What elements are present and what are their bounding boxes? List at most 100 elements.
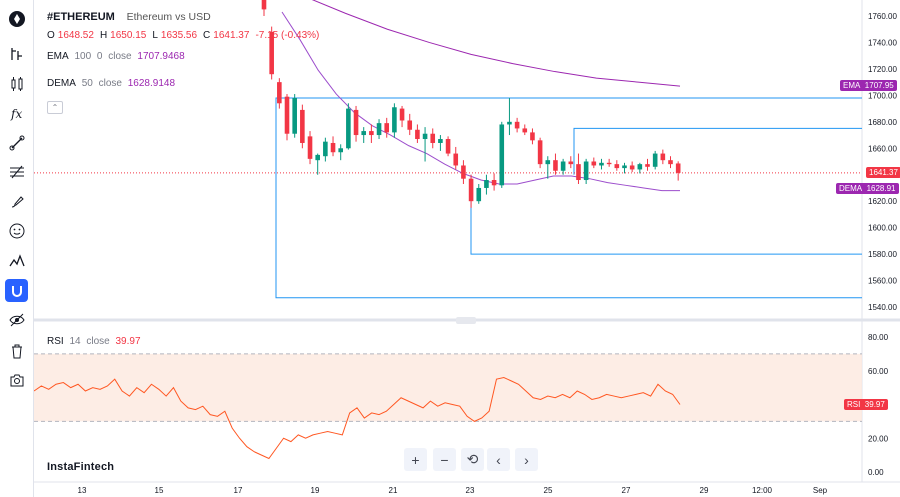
ema-source: 0 bbox=[96, 51, 103, 62]
rsi-axis-tag: RSI 39.97 bbox=[844, 399, 888, 410]
candle-body bbox=[576, 164, 581, 181]
measure-tool-button[interactable] bbox=[5, 249, 28, 272]
emoji-tool-button[interactable] bbox=[5, 219, 28, 242]
symbol-name[interactable]: #ETHEREUM bbox=[47, 11, 115, 23]
candle-body bbox=[522, 128, 528, 133]
candle-body bbox=[315, 154, 320, 161]
candle-body bbox=[269, 31, 274, 75]
dema-legend[interactable]: DEMA 50 close 1628.9148 bbox=[47, 78, 178, 89]
ema-value: 1707.9468 bbox=[137, 51, 185, 62]
eye-icon bbox=[8, 313, 25, 326]
candle-body bbox=[668, 160, 673, 165]
candle-body bbox=[537, 140, 543, 165]
candle-body bbox=[300, 109, 305, 143]
candle-body bbox=[591, 161, 597, 166]
chart-type-tool-button[interactable] bbox=[5, 42, 28, 65]
candle-body bbox=[453, 153, 459, 166]
candle-body bbox=[399, 108, 405, 121]
tradingview-logo-icon bbox=[8, 10, 25, 27]
rsi-legend[interactable]: RSI 14 close 39.97 bbox=[47, 336, 144, 347]
rsi-tick-label: 80.00 bbox=[868, 333, 889, 342]
candle-body bbox=[261, 0, 267, 10]
candle-body bbox=[629, 165, 635, 170]
dema-field: close bbox=[98, 78, 122, 89]
ema-legend[interactable]: EMA 100 0 close 1707.9468 bbox=[47, 51, 188, 62]
trend-line-tool-button[interactable] bbox=[5, 131, 28, 154]
rsi-length: 14 bbox=[69, 336, 81, 347]
trash-tool-button[interactable] bbox=[5, 339, 28, 362]
price-axis-tag: 1641.37 bbox=[866, 167, 900, 178]
zoom-out-button[interactable]: − bbox=[433, 448, 456, 471]
time-tick-label: 23 bbox=[466, 486, 475, 495]
ohlc-label-h: H bbox=[99, 30, 108, 41]
trend-line-icon bbox=[9, 135, 24, 150]
measure-icon bbox=[8, 253, 25, 266]
candle-body bbox=[323, 141, 328, 157]
rsi-tick-label: 20.00 bbox=[868, 434, 889, 443]
magnet-tool-button[interactable] bbox=[5, 279, 28, 302]
trash-icon bbox=[11, 344, 22, 358]
candle-body bbox=[422, 133, 428, 140]
fx-tool-button[interactable]: fx bbox=[5, 101, 28, 124]
candle-body bbox=[491, 180, 497, 186]
ema-tag-label: EMA bbox=[843, 81, 861, 90]
time-tick-label: 19 bbox=[311, 486, 320, 495]
camera-tool-button[interactable] bbox=[5, 368, 28, 391]
candle-body bbox=[376, 123, 382, 136]
scroll-right-button[interactable]: › bbox=[515, 448, 538, 471]
chart-type-icon bbox=[10, 47, 22, 60]
candle-body bbox=[346, 108, 351, 149]
ohlc-legend: O 1648.52 H 1650.15 L 1635.56 C 1641.37 -7.15 (-… bbox=[47, 30, 322, 41]
range-box-outer bbox=[275, 97, 862, 299]
candle-body bbox=[484, 180, 489, 188]
rsi-value: 39.97 bbox=[115, 336, 141, 347]
candle-body bbox=[514, 121, 520, 129]
candle-body bbox=[330, 142, 336, 153]
rsi-line bbox=[33, 376, 681, 460]
symbol-legend: #ETHEREUM Ethereum vs USD bbox=[47, 11, 214, 23]
brand-watermark: InstaFintech bbox=[47, 461, 115, 473]
candles-icon bbox=[11, 76, 22, 91]
dema-value: 1628.9148 bbox=[127, 78, 176, 89]
tradingview-logo-tool-button[interactable] bbox=[5, 7, 28, 30]
candle-body bbox=[468, 178, 474, 202]
eye-tool-button[interactable] bbox=[5, 308, 28, 331]
collapse-legend-button[interactable]: ⌃ bbox=[47, 101, 63, 114]
fib-tool-button[interactable] bbox=[5, 160, 28, 183]
candle-body bbox=[369, 131, 374, 136]
dema-line bbox=[281, 11, 680, 192]
candle-body bbox=[407, 120, 413, 130]
price-tick-label: 1580.00 bbox=[868, 250, 897, 259]
ohlc-label-l: L bbox=[152, 30, 158, 41]
zoom-in-button[interactable]: + bbox=[404, 448, 427, 471]
candle-body bbox=[445, 139, 451, 154]
price-tick-label: 1560.00 bbox=[868, 277, 897, 286]
ohlc-value-o: 1648.52 bbox=[57, 30, 94, 41]
price-tick-label: 1540.00 bbox=[868, 303, 897, 312]
camera-icon bbox=[10, 374, 23, 386]
price-tick-label: 1620.00 bbox=[868, 197, 897, 206]
ohlc-value-c: 1641.37 bbox=[213, 30, 250, 41]
time-tick-label: Sep bbox=[813, 486, 828, 495]
ema-field: close bbox=[108, 51, 132, 62]
reset-button[interactable]: ⟲ bbox=[461, 448, 484, 471]
time-tick-label: 27 bbox=[622, 486, 631, 495]
candle-body bbox=[415, 129, 420, 140]
price-tick-label: 1680.00 bbox=[868, 118, 897, 127]
dema-length: 50 bbox=[81, 78, 93, 89]
price-tick-label: 1600.00 bbox=[868, 224, 897, 233]
ohlc-label-c: C bbox=[203, 30, 211, 41]
scroll-left-button[interactable]: ‹ bbox=[487, 448, 510, 471]
price-change: -7.15 (-0.43%) bbox=[255, 30, 320, 41]
brush-tool-button[interactable] bbox=[5, 190, 28, 213]
ema-name: EMA bbox=[47, 51, 69, 62]
price-tick-label: 1660.00 bbox=[868, 144, 897, 153]
rsi-tag-label: RSI bbox=[847, 400, 861, 409]
candle-body bbox=[338, 148, 343, 153]
candle-body bbox=[292, 98, 297, 134]
left-toolbar: fx bbox=[0, 0, 34, 497]
candles-tool-button[interactable] bbox=[5, 72, 28, 95]
time-tick-label: 29 bbox=[700, 486, 709, 495]
pane-resize-handle[interactable] bbox=[456, 317, 476, 324]
